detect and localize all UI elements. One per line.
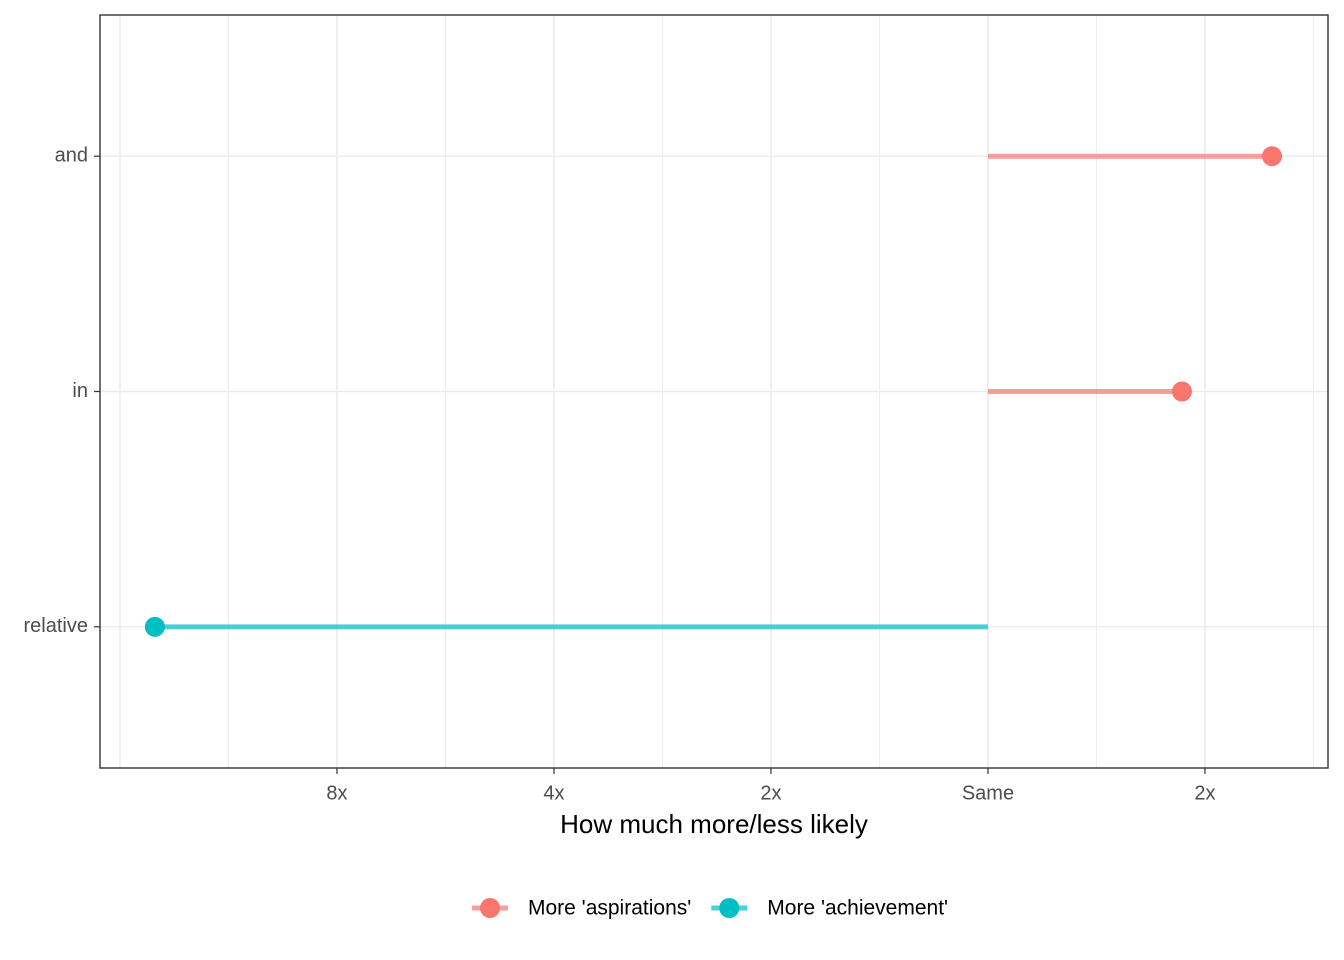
lollipop-dot [1171,381,1192,402]
legend-key-dot [480,898,500,918]
y-tick-label: relative [24,615,88,637]
legend-text: More 'aspirations' [528,897,691,920]
panel-border [99,14,1329,769]
lollipop-dot [144,616,165,637]
legend-key-dot [719,898,740,918]
x-tick-label: 8x [326,782,347,804]
y-tick-label: in [72,380,88,402]
y-tick-label: and [55,144,88,166]
legend-text: More 'achievement' [767,897,948,920]
x-tick-label: 4x [543,782,564,804]
x-tick-label: Same [962,782,1014,804]
lollipop-dot [1262,146,1283,167]
x-tick-label: 2x [760,782,781,804]
x-axis-title: How much more/less likely [560,809,868,839]
x-tick-label: 2x [1194,782,1215,804]
